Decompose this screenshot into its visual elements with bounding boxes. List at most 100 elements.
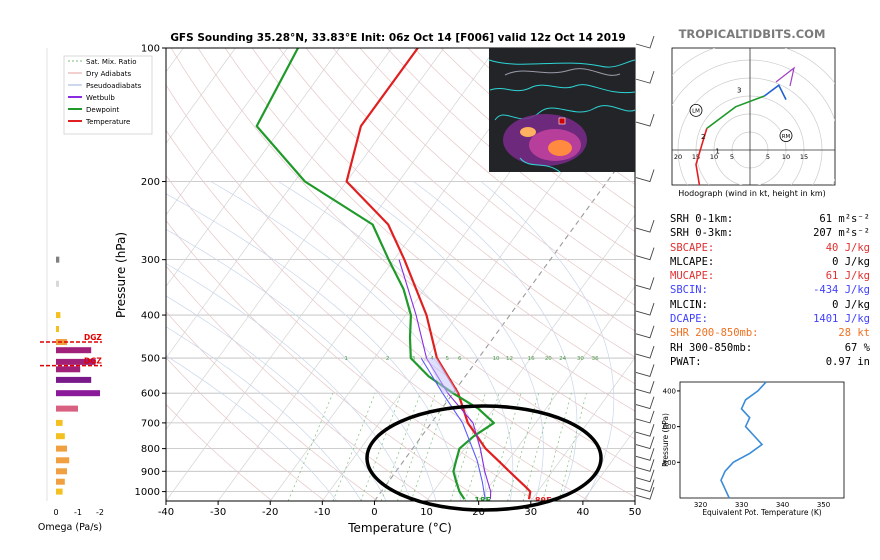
hodograph-height-marker: 2	[701, 133, 705, 141]
wind-barb	[635, 345, 655, 359]
dgz-label: DGZ	[84, 357, 102, 366]
mixing-ratio-line	[397, 393, 436, 501]
isotherm	[0, 48, 27, 501]
y-tick-label: 500	[141, 354, 160, 365]
stat-row: SBCAPE: 40 J/kg	[670, 241, 870, 255]
mixing-ratio-label: 1	[344, 356, 348, 362]
omega-bar	[56, 312, 61, 319]
mixing-ratio-label: 20	[545, 356, 552, 362]
omega-bar	[56, 488, 63, 495]
omega-bar	[56, 280, 59, 287]
thetae-frame	[679, 381, 845, 499]
omega-bar	[56, 376, 92, 383]
mixing-ratio-line	[542, 393, 572, 501]
wind-barb	[635, 487, 655, 500]
dry-adiabat	[166, 129, 590, 501]
dry-adiabat	[166, 84, 635, 498]
wind-barb	[635, 169, 655, 183]
wind-barb	[635, 459, 655, 472]
thetae-x-tick: 340	[776, 501, 789, 509]
wind-barb	[635, 35, 655, 49]
dry-adiabat	[166, 220, 484, 501]
legend: Sat. Mix. Ratio Dry Adiabats Pseudoadiabat…	[63, 55, 153, 135]
stat-label: SBCAPE:	[670, 241, 715, 254]
stat-value: 61 m²s⁻²	[819, 213, 870, 225]
omega-bar	[56, 347, 92, 354]
wind-barb	[635, 448, 655, 461]
omega-bar	[56, 457, 70, 464]
stat-label: MLCAPE:	[670, 255, 715, 268]
dewpoint-surface-label: 18F	[474, 496, 491, 505]
stat-value: -434 J/kg	[813, 284, 870, 297]
wind-barb	[635, 219, 655, 233]
y-tick-label: 1000	[135, 487, 160, 498]
hodograph-height-marker: 1	[715, 148, 719, 156]
wind-barb	[635, 424, 655, 437]
stat-label: SHR 200-850mb:	[670, 327, 759, 340]
wind-barb	[635, 469, 655, 483]
wind-barb	[635, 247, 655, 261]
isotherm	[166, 48, 340, 287]
legend-label: Temperature	[85, 118, 130, 126]
legend-label: Sat. Mix. Ratio	[86, 58, 136, 66]
stat-row: SRH 0-3km: 207 m²s⁻²	[670, 226, 870, 240]
dry-adiabat	[166, 357, 326, 501]
brand-watermark: TROPICALTIDBITS.COM	[679, 27, 826, 41]
pseudoadiabat	[345, 181, 544, 501]
highlight-ellipse	[365, 404, 603, 512]
pseudoadiabat	[166, 193, 461, 501]
profile-wetbulb	[398, 259, 492, 500]
dry-adiabat	[166, 265, 431, 501]
mixing-ratio-label: 5	[445, 356, 449, 362]
pseudoadiabat	[210, 181, 486, 501]
legend-label: Wetbulb	[86, 94, 115, 102]
skewt-frame	[165, 47, 636, 502]
x-tick-label: 30	[524, 507, 537, 518]
isotherm	[530, 357, 635, 501]
omega-bar	[56, 366, 81, 373]
y-tick-label: 400	[141, 311, 160, 322]
dry-adiabat	[197, 48, 635, 440]
wind-barb	[635, 410, 655, 424]
thetae-x-tick: 350	[817, 501, 830, 509]
dry-adiabat	[166, 310, 378, 501]
mixing-ratio-line	[507, 393, 540, 501]
dry-adiabat	[305, 48, 635, 332]
thetae-profile: 320 330 340 350 400 600 800	[663, 381, 830, 509]
mixing-ratio-label: 10	[493, 356, 500, 362]
mixing-ratio-line	[450, 393, 486, 501]
mixing-ratio-line	[522, 393, 554, 501]
skewt-grid: 12345610121620243036	[0, 48, 635, 501]
stat-label: DCAPE:	[670, 313, 708, 326]
x-tick-label: 10	[420, 507, 433, 518]
storm-motion-marker	[779, 129, 793, 143]
dry-adiabat	[359, 48, 635, 281]
isotherm	[426, 214, 635, 501]
hodograph-ring-label: 20	[674, 153, 682, 161]
storm-motion-label: LM	[692, 109, 700, 115]
y-tick-label: 700	[141, 418, 160, 429]
omega-tick: 0	[53, 508, 58, 517]
chart-title: GFS Sounding 35.28°N, 33.83°E Init: 06z …	[170, 32, 625, 44]
satellite-inset	[488, 48, 636, 173]
hodograph-caption: Hodograph (wind in kt, height in km)	[678, 189, 826, 198]
stat-label: SRH 0-1km:	[670, 213, 734, 225]
profile-dewpoint	[255, 48, 495, 500]
x-tick-label: -10	[314, 507, 330, 518]
wind-barb	[635, 479, 655, 493]
mixing-ratio-line	[380, 393, 421, 501]
dry-adiabat	[413, 48, 635, 232]
y-axis-label: Pressure (hPa)	[114, 232, 128, 318]
pseudoadiabat	[166, 228, 437, 501]
skewt-profiles: 18F 89F	[255, 48, 552, 505]
thetae-y-tick-label: 800	[663, 459, 676, 467]
legend-label: Dewpoint	[86, 106, 120, 114]
stat-row: MUCAPE: 61 J/kg	[670, 269, 870, 283]
hodograph-ring-label: 5	[730, 153, 734, 161]
mixing-ratio-line	[488, 393, 522, 501]
wind-barb	[635, 70, 655, 84]
hodograph-height-marker: 3	[737, 86, 741, 94]
mixing-ratio-label: 12	[506, 356, 513, 362]
wind-barb	[635, 396, 655, 410]
mixing-ratio-label: 16	[528, 356, 535, 362]
